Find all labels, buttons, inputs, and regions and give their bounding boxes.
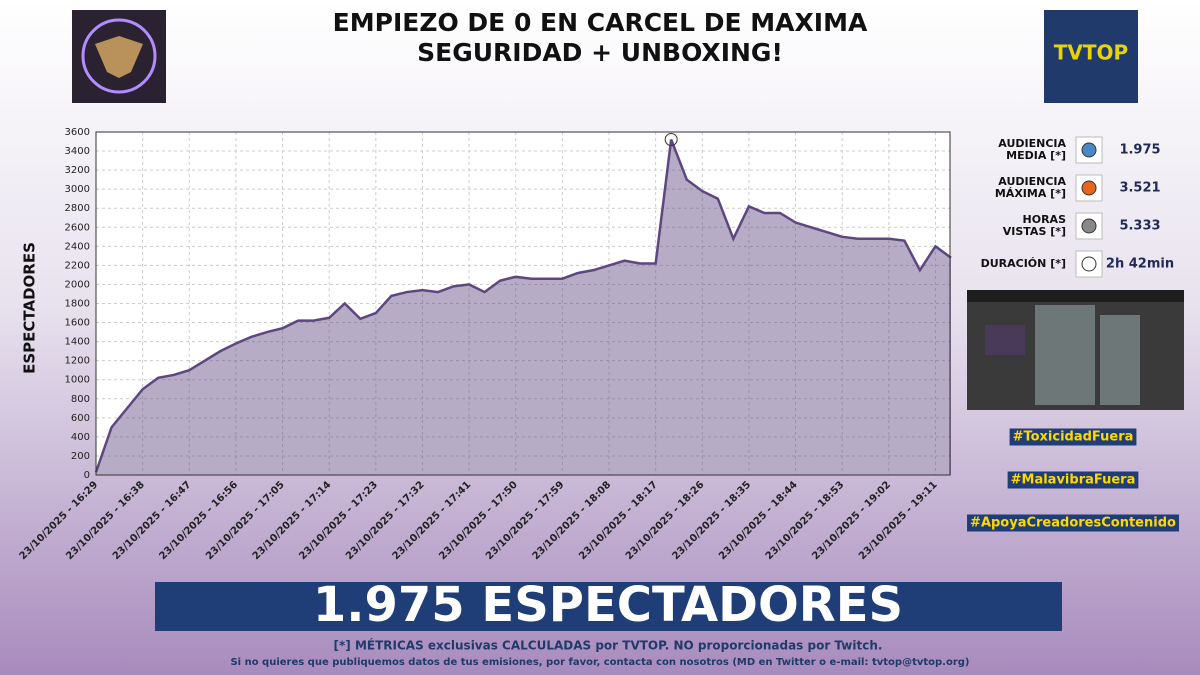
stat-value: 2h 42min: [1106, 257, 1174, 272]
y-tick-label: 2600: [65, 222, 90, 233]
y-tick-label: 1400: [65, 337, 90, 348]
title: EMPIEZO DE 0 EN CARCEL DE MAXIMA: [333, 8, 868, 37]
x-tick-label: 23/10/2025 - 16:56: [157, 479, 240, 562]
x-tick-label: 23/10/2025 - 17:59: [484, 479, 567, 562]
line: [94, 139, 952, 473]
y-tick-label: 800: [71, 394, 90, 405]
stat-value: 1.975: [1119, 143, 1160, 158]
x-tick-label: 23/10/2025 - 18:35: [670, 479, 753, 562]
x-tick-label: 23/10/2025 - 17:41: [391, 479, 474, 562]
peak-marker: [664, 133, 678, 147]
stat-label: VISTAS [*]: [1003, 225, 1066, 238]
x-tick-label: 23/10/2025 - 17:05: [204, 479, 287, 562]
y-tick-label: 1600: [65, 318, 90, 329]
stat-label: DURACIÓN [*]: [981, 257, 1066, 270]
title: SEGURIDAD + UNBOXING!: [417, 38, 783, 67]
x-tick-label: 23/10/2025 - 16:47: [111, 479, 194, 562]
hashtag-bg: [1007, 471, 1139, 489]
stat-icon-bg: [1075, 136, 1103, 164]
tvtop-text: TVTOP: [1054, 41, 1128, 65]
area: [96, 139, 951, 475]
y-tick-label: 3600: [65, 127, 90, 138]
y-tick-label: 2400: [65, 241, 90, 252]
logo-ring: [81, 18, 157, 94]
y-tick-label: 1800: [65, 299, 90, 310]
stat-label: AUDIENCIA: [998, 137, 1066, 150]
x-tick-label: 23/10/2025 - 17:50: [437, 479, 520, 562]
banner: 1.975 ESPECTADORES: [313, 577, 903, 633]
x-tick-label: 23/10/2025 - 19:11: [857, 479, 940, 562]
thumbnail-bar: [967, 290, 1184, 302]
stat-label: MÁXIMA [*]: [995, 187, 1066, 200]
y-tick-label: 1000: [65, 375, 90, 386]
stat-value: 3.521: [1119, 181, 1160, 196]
x-tick-label: 23/10/2025 - 18:53: [764, 479, 847, 562]
x-tick-label: 23/10/2025 - 16:29: [18, 479, 101, 562]
hashtag-bg: [967, 514, 1180, 532]
x-tick-label: 23/10/2025 - 17:32: [344, 479, 427, 562]
x-tick-label: 23/10/2025 - 19:02: [810, 479, 893, 562]
x-tick-label: 23/10/2025 - 18:17: [577, 479, 660, 562]
hashtag: #ToxicidadFuera: [1013, 430, 1134, 445]
y-tick-label: 1200: [65, 356, 90, 367]
thumbnail-door: [1100, 315, 1140, 405]
hashtag: #MalavibraFuera: [1011, 473, 1136, 488]
x-tick-label: 23/10/2025 - 18:44: [717, 479, 800, 562]
y-tick-label: 200: [71, 451, 90, 462]
x-tick-label: 23/10/2025 - 16:38: [64, 479, 147, 562]
stat-label: MEDIA [*]: [1006, 149, 1066, 162]
y-tick-label: 2000: [65, 279, 90, 290]
stat-icon: [1081, 256, 1097, 272]
x-tick-label: 23/10/2025 - 17:14: [251, 479, 334, 562]
thumbnail-wall: [1035, 305, 1095, 405]
logo-emblem: [95, 36, 143, 78]
x-tick-label: 23/10/2025 - 18:26: [624, 479, 707, 562]
stat-label: AUDIENCIA: [998, 175, 1066, 188]
y-tick-label: 3000: [65, 184, 90, 195]
thumbnail-cam: [985, 325, 1025, 355]
hashtag: #ApoyaCreadoresContenido: [970, 516, 1176, 531]
footer-note: [*] MÉTRICAS exclusivas CALCULADAS por T…: [334, 638, 883, 653]
y-tick-label: 2800: [65, 203, 90, 214]
banner-bg: [155, 582, 1062, 631]
stat-value: 5.333: [1119, 219, 1160, 234]
hashtag-bg: [1009, 428, 1137, 446]
x-tick-label: 23/10/2025 - 18:08: [531, 479, 614, 562]
y-tick-label: 3200: [65, 165, 90, 176]
y-tick-label: 600: [71, 413, 90, 424]
stat-icon: [1081, 218, 1097, 234]
hashtags: #ToxicidadFuera #MalavibraFuera #ApoyaCrea…: [967, 428, 1180, 532]
plot-frame: [95, 131, 951, 476]
y-tick-label: 400: [71, 432, 90, 443]
tvtop-logo: [1044, 10, 1138, 103]
y-axis-label: ESPECTADORES: [21, 242, 39, 374]
stat-icon: [1081, 180, 1097, 196]
footer-contact: Si no quieres que publiquemos datos de t…: [230, 657, 969, 668]
y-tick-label: 0: [84, 470, 90, 481]
stat-icon: [1081, 142, 1097, 158]
x-tick-label: 23/10/2025 - 17:23: [297, 479, 380, 562]
y-tick-label: 3400: [65, 146, 90, 157]
stat-label: HORAS: [1023, 213, 1067, 226]
y-tick-label: 2200: [65, 260, 90, 271]
